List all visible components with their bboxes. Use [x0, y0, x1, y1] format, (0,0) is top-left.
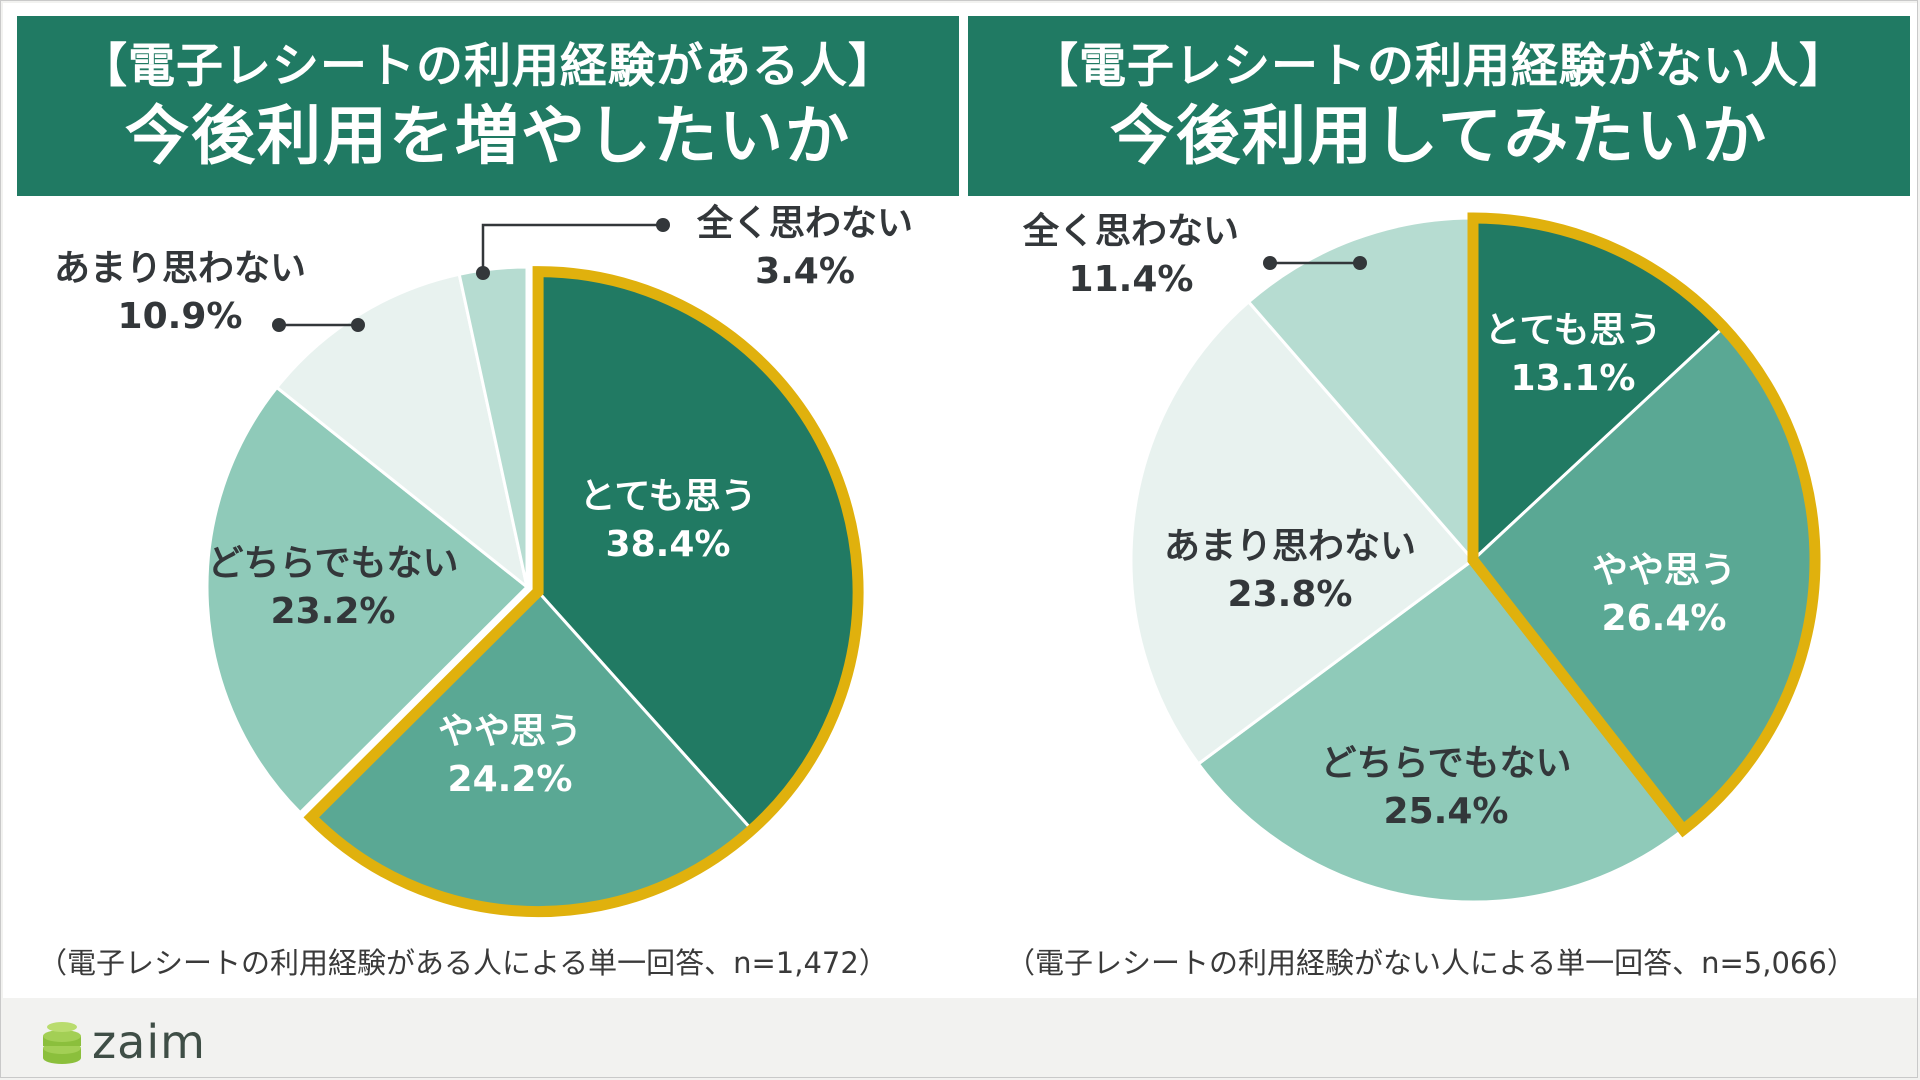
- zaim-logo-text: zaim: [92, 1015, 206, 1069]
- slice-label: あまり思わない: [54, 248, 306, 289]
- slice-label: とても思う: [1484, 310, 1661, 351]
- slice-label: 全く思わない: [696, 202, 913, 244]
- right-panel-header: 【電子レシートの利用経験がない人】 今後利用してみたいか: [968, 16, 1910, 196]
- leader-dot: [351, 318, 365, 332]
- highlight-outline: [1467, 212, 1821, 838]
- footer-bar: zaim: [0, 998, 1920, 1080]
- slice-value: 24.2%: [448, 759, 573, 800]
- slice-label: 全く思わない: [1022, 210, 1239, 252]
- slice-value: 10.9%: [118, 296, 243, 337]
- leader-dot: [476, 266, 490, 280]
- slice-label: とても思う: [579, 476, 756, 517]
- slice-value: 3.4%: [755, 251, 855, 292]
- slice-label: やや思う: [1592, 550, 1736, 591]
- left-panel-title-line2: 今後利用を増やしたいか: [125, 100, 851, 174]
- slice-label: あまり思わない: [1164, 526, 1416, 567]
- right-panel-title-line1: 【電子レシートの利用経験がない人】: [1031, 39, 1847, 94]
- pie-slice: [457, 265, 529, 588]
- leader-dot: [272, 318, 286, 332]
- leader-dot: [1263, 256, 1277, 270]
- highlight-outline: [303, 266, 864, 918]
- pie-slice: [274, 272, 530, 591]
- slice-value: 38.4%: [606, 524, 731, 565]
- left-sample-note: （電子レシートの利用経験がある人による単一回答、n=1,472）: [38, 946, 888, 980]
- slice-label: どちらでもない: [1321, 743, 1572, 784]
- left-panel-header: 【電子レシートの利用経験がある人】 今後利用を増やしたいか: [17, 16, 959, 196]
- pie-slice: [1246, 216, 1475, 565]
- pie-slice: [205, 385, 530, 815]
- right-sample-note: （電子レシートの利用経験がない人による単一回答、n=5,066）: [1006, 946, 1856, 980]
- pie-slice: [1129, 299, 1476, 766]
- slice-label: どちらでもない: [208, 543, 459, 584]
- right-panel-title-line2: 今後利用してみたいか: [1109, 100, 1769, 174]
- pie-chart-2: とても思う 13.1% やや思う 26.4% どちらでもない 25.4% あまり思わない 23…: [1022, 210, 1821, 904]
- slice-value: 26.4%: [1602, 598, 1727, 639]
- pie-chart-1: とても思う 38.4% やや思う 24.2% どちらでもない 23.2% あまり思わない 10…: [54, 202, 913, 918]
- leader-dot: [1353, 256, 1367, 270]
- coin-stack-icon: [43, 1022, 81, 1064]
- slice-value: 11.4%: [1069, 259, 1194, 300]
- slice-label: やや思う: [438, 711, 582, 752]
- slice-value: 13.1%: [1511, 358, 1636, 399]
- leader-dot: [656, 218, 670, 232]
- zaim-logo[interactable]: zaim: [40, 1015, 206, 1069]
- slice-value: 23.8%: [1228, 574, 1353, 615]
- slice-value: 23.2%: [271, 591, 396, 632]
- pie-slice: [1196, 557, 1686, 904]
- leader-line: [481, 223, 663, 273]
- left-panel-title-line1: 【電子レシートの利用経験がある人】: [80, 39, 896, 94]
- slice-value: 25.4%: [1384, 791, 1509, 832]
